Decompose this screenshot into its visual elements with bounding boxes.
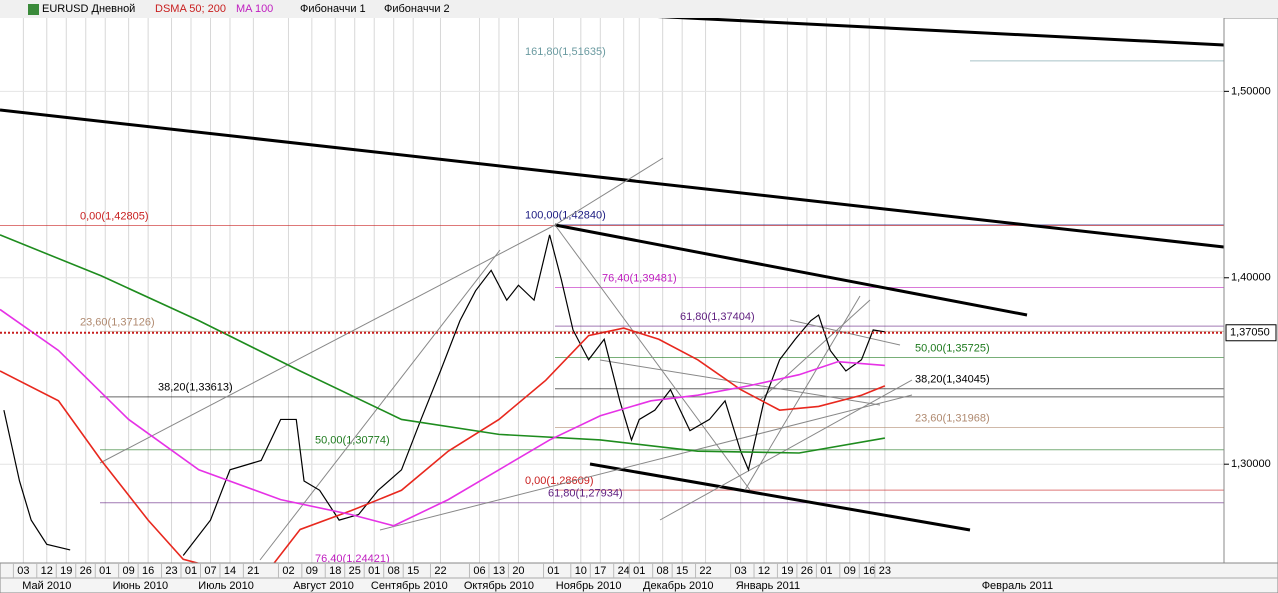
toolbar [0, 0, 1278, 18]
y-tick-label: 1,30000 [1231, 458, 1271, 470]
month-label: Сентябрь 2010 [371, 580, 448, 592]
indicator[interactable]: Фибоначчи 2 [384, 3, 450, 15]
x-tick-label: 21 [247, 565, 259, 577]
fib-label: 76,40(1,39481) [602, 272, 677, 284]
month-label: Ноябрь 2010 [556, 580, 622, 592]
x-tick-label: 14 [224, 565, 236, 577]
fib-label: 0,00(1,42805) [80, 210, 149, 222]
x-tick-label: 18 [329, 565, 341, 577]
x-tick-label: 03 [735, 565, 747, 577]
x-tick-label: 19 [781, 565, 793, 577]
x-tick-label: 13 [493, 565, 505, 577]
series-line [0, 234, 886, 454]
x-tick-label: 15 [676, 565, 688, 577]
fib-label: 23,60(1,37126) [80, 316, 155, 328]
x-tick-label: 16 [863, 565, 875, 577]
x-tick-label: 25 [349, 565, 361, 577]
month-label: Июнь 2010 [113, 580, 169, 592]
x-tick-label: 22 [434, 565, 446, 577]
x-tick-label: 22 [699, 565, 711, 577]
y-tick-label: 1,50000 [1231, 85, 1271, 97]
fib-label: 38,20(1,34045) [915, 374, 990, 386]
fib-label: 100,00(1,42840) [525, 210, 606, 222]
x-tick-label: 09 [844, 565, 856, 577]
x-tick-label: 19 [60, 565, 72, 577]
x-tick-label: 01 [633, 565, 645, 577]
month-label: Май 2010 [22, 580, 71, 592]
fib-label: 161,80(1,51635) [525, 46, 606, 58]
x-tick-label: 07 [204, 565, 216, 577]
x-tick-label: 01 [368, 565, 380, 577]
x-tick-label: 01 [820, 565, 832, 577]
y-axis-band [1223, 17, 1278, 564]
month-label: Февраль 2011 [982, 580, 1053, 592]
fib-label: 61,80(1,27934) [548, 488, 623, 500]
x-tick-label: 24 [618, 565, 630, 577]
x-tick-label: 20 [512, 565, 524, 577]
indicator[interactable]: Фибоначчи 1 [300, 3, 366, 15]
x-tick-label: 09 [123, 565, 135, 577]
series-line [0, 327, 886, 563]
x-tick-label: 08 [388, 565, 400, 577]
x-tick-label: 03 [17, 565, 29, 577]
fib-label: 23,60(1,31968) [915, 412, 990, 424]
month-label: Июль 2010 [198, 580, 254, 592]
x-tick-label: 01 [185, 565, 197, 577]
x-tick-label: 15 [407, 565, 419, 577]
series-line [3, 410, 71, 551]
x-tick-label: 26 [80, 565, 92, 577]
x-tick-label: 16 [142, 565, 154, 577]
x-tick-label: 23 [879, 565, 891, 577]
x-tick-label: 17 [594, 565, 606, 577]
series-line [182, 234, 885, 556]
y-tick-label: 1,40000 [1231, 272, 1271, 284]
month-label: Январь 2011 [736, 580, 800, 592]
x-tick-label: 26 [801, 565, 813, 577]
x-tick-label: 23 [165, 565, 177, 577]
x-tick-label: 01 [547, 565, 559, 577]
fib-label: 61,80(1,37404) [680, 311, 755, 323]
fib-label: 76,40(1,24421) [315, 553, 390, 565]
last-price-box [1225, 324, 1277, 342]
x-tick-label: 12 [758, 565, 770, 577]
symbol[interactable]: EURUSD Дневной [42, 3, 135, 15]
fib-label: 0,00(1,28609) [525, 475, 594, 487]
month-label: Октябрь 2010 [464, 580, 534, 592]
x-tick-label: 08 [657, 565, 669, 577]
indicator[interactable]: DSMA 50; 200 [155, 3, 226, 15]
toolbar-icon [28, 4, 39, 15]
x-tick-label: 06 [473, 565, 485, 577]
x-tick-label: 10 [575, 565, 587, 577]
month-label: Август 2010 [293, 580, 354, 592]
month-label: Декабрь 2010 [643, 580, 713, 592]
fib-label: 38,20(1,33613) [158, 382, 233, 394]
x-tick-label: 02 [282, 565, 294, 577]
x-tick-label: 09 [306, 565, 318, 577]
fib-label: 50,00(1,35725) [915, 342, 990, 354]
series-line [0, 308, 885, 527]
last-price-label: 1,37050 [1230, 327, 1270, 339]
indicator[interactable]: MA 100 [236, 3, 273, 15]
x-tick-label: 12 [41, 565, 53, 577]
x-tick-label: 01 [99, 565, 111, 577]
